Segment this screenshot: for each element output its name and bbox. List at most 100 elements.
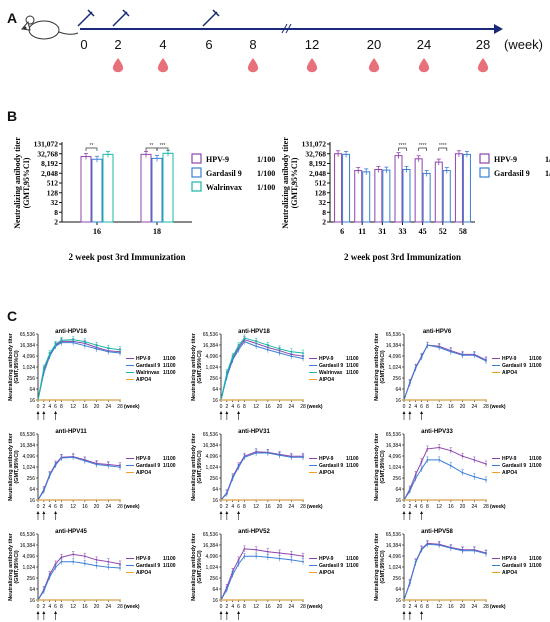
data-point	[278, 599, 281, 601]
legend-label: Gardasil 9	[319, 563, 343, 569]
legend-dose: 1/100	[529, 456, 542, 462]
legend-dose: 1/100	[257, 155, 275, 164]
data-point	[225, 371, 228, 374]
data-point	[95, 463, 98, 466]
data-point	[42, 499, 45, 501]
y-axis-label-line2: (GMT,95%CI)	[14, 450, 20, 483]
y-axis-label-line2: (GMT,95%CI)	[197, 550, 203, 583]
data-point	[60, 499, 63, 501]
data-point	[225, 499, 228, 501]
legend-label: Gardasil 9	[136, 363, 160, 369]
bar	[382, 169, 391, 223]
blood-drop-icon	[477, 58, 489, 73]
y-tick-label: 64	[212, 487, 218, 493]
series-line	[220, 339, 304, 401]
data-point	[266, 348, 269, 351]
data-point	[473, 549, 476, 552]
y-tick-label: 256	[210, 476, 219, 482]
blood-drop-icon	[306, 58, 318, 73]
bar	[374, 168, 383, 223]
data-point	[237, 466, 240, 469]
y-tick-label: 16,384	[203, 443, 219, 449]
data-point	[302, 555, 304, 558]
legend-label: AlPO4	[136, 570, 151, 576]
y-tick-label: 16	[395, 498, 401, 504]
data-point	[290, 456, 293, 459]
data-point	[243, 337, 246, 339]
x-tick-label: 28	[117, 504, 123, 510]
axis-break-mark	[285, 23, 292, 34]
x-tick-label: 2	[225, 604, 228, 610]
data-point	[95, 348, 98, 350]
legend-dose: 1/100	[529, 563, 542, 569]
series-line	[403, 459, 487, 501]
data-point	[225, 492, 228, 495]
data-point	[119, 352, 121, 354]
bar	[462, 153, 471, 223]
data-point	[60, 556, 63, 559]
data-point	[231, 599, 234, 601]
y-tick-label: 256	[393, 376, 402, 382]
x-axis-unit: (week)	[490, 404, 506, 410]
legend-label: HPV-9	[319, 356, 334, 362]
data-point	[473, 399, 476, 401]
x-tick-label: 8	[426, 504, 429, 510]
y-axis-label: Neutralizing antibody titer(GMT,95%CI)	[13, 137, 31, 229]
y-axis-label-line1: Neutralizing antibody titer	[191, 332, 197, 401]
data-point	[414, 473, 417, 476]
significance-bracket	[156, 147, 169, 151]
data-point	[302, 456, 304, 459]
data-point	[107, 499, 110, 501]
data-point	[220, 499, 222, 501]
legend-label: HPV-9	[136, 356, 151, 362]
y-tick-label: 65,536	[20, 532, 36, 538]
data-point	[420, 468, 423, 470]
series-line	[403, 344, 487, 401]
injection-arrow-head	[219, 611, 223, 614]
x-tick-label: 2	[42, 404, 45, 410]
data-point	[237, 599, 240, 601]
data-point	[290, 599, 293, 601]
x-tick-label: 24	[289, 404, 295, 410]
data-point	[231, 477, 234, 480]
y-axis-label-line2: (GMT,95%CI)	[197, 450, 203, 483]
x-tick-label: 12	[253, 604, 259, 610]
data-point	[302, 499, 304, 501]
series-line	[220, 341, 304, 401]
data-point	[255, 399, 258, 401]
data-point	[48, 352, 51, 355]
legend-dose: 1/100	[529, 356, 542, 362]
x-tick-label: 8	[426, 604, 429, 610]
chart-title: anti-HPV11	[55, 429, 87, 435]
legend-label: AlPO4	[136, 377, 151, 383]
y-tick-label: 16,384	[20, 543, 36, 549]
data-point	[266, 550, 269, 553]
data-point	[119, 499, 121, 501]
data-point	[225, 588, 228, 591]
data-point	[255, 499, 258, 501]
x-tick-label: 0	[220, 504, 223, 510]
data-point	[83, 562, 86, 565]
x-tick-label: 20	[94, 504, 100, 510]
x-tick-label: 24	[289, 604, 295, 610]
syringe-icon	[202, 9, 220, 27]
x-tick-label: 6	[420, 404, 423, 410]
x-tick-label: 8	[426, 404, 429, 410]
significance-label: **	[90, 143, 94, 149]
x-tick-label: 24	[472, 404, 478, 410]
legend-label: AlPO4	[502, 570, 517, 576]
x-tick-label: 4	[414, 504, 417, 510]
y-tick-label: 128	[315, 188, 327, 197]
y-tick-label: 65,536	[386, 432, 402, 438]
y-axis-label-line1: Neutralizing antibody titer	[281, 137, 290, 229]
y-tick-label: 16,384	[203, 543, 219, 549]
data-point	[54, 499, 57, 501]
data-point	[107, 347, 110, 350]
series-line	[403, 542, 487, 601]
x-tick-label: 24	[472, 504, 478, 510]
legend-label: Gardasil 9	[206, 169, 242, 178]
data-point	[438, 399, 441, 401]
legend-dose: 1/100	[163, 563, 176, 569]
chart-title: anti-HPV18	[238, 329, 270, 335]
data-point	[302, 560, 304, 563]
